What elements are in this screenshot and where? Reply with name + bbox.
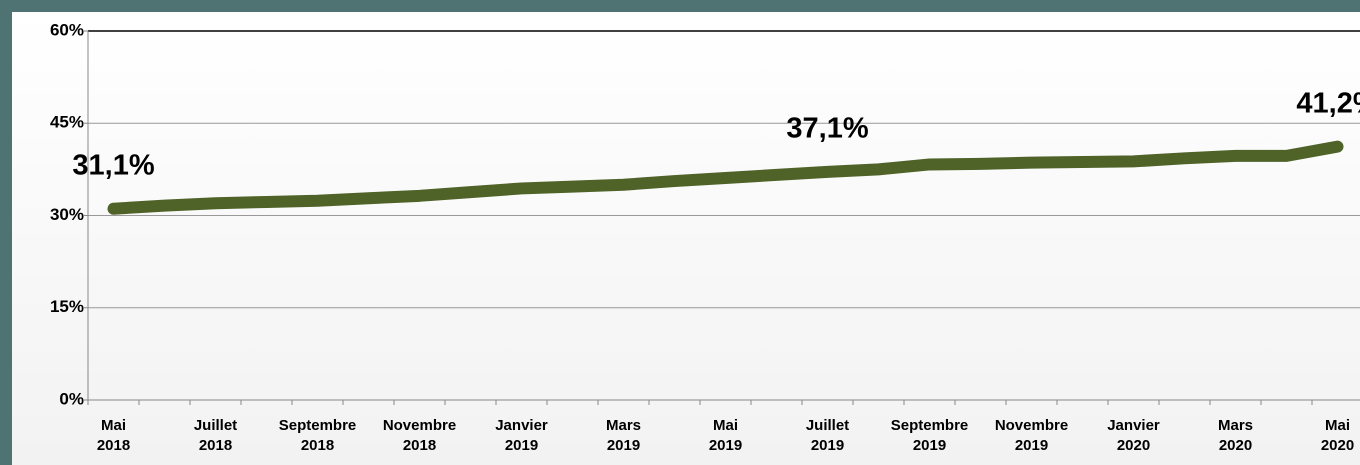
line xyxy=(107,140,1344,215)
data-label: 31,1% xyxy=(72,149,154,181)
x-tick-label: Septembre 2018 xyxy=(278,417,357,454)
x-tick-label: Septembre 2019 xyxy=(890,417,969,454)
y-tick-label: 15% xyxy=(50,297,84,316)
y-tick-label: 0% xyxy=(59,389,84,408)
x-tick-label: Janvier 2020 xyxy=(1107,417,1160,454)
x-tick-label: Mai 2019 xyxy=(708,417,743,454)
x-tick-label: Janvier 2019 xyxy=(495,417,548,454)
x-tick-label: Mars 2019 xyxy=(605,417,642,454)
x-tick-label: Juillet 2019 xyxy=(805,417,850,454)
x-tick-label: Novembre 2019 xyxy=(994,417,1069,454)
x-tick-label: Juillet 2018 xyxy=(193,417,238,454)
y-tick-label: 30% xyxy=(50,205,84,224)
y-tick-label: 60% xyxy=(50,20,84,39)
data-label: 41,2% xyxy=(1296,87,1360,119)
x-tick-label: Mai 2018 xyxy=(96,417,131,454)
data-label: 37,1% xyxy=(786,112,868,144)
x-tick-label: Mars 2020 xyxy=(1217,417,1254,454)
x-tick-label: Novembre 2018 xyxy=(382,417,457,454)
chart-area xyxy=(12,12,1360,465)
y-tick-label: 45% xyxy=(50,113,84,132)
x-tick-label: Mai 2020 xyxy=(1320,417,1355,454)
